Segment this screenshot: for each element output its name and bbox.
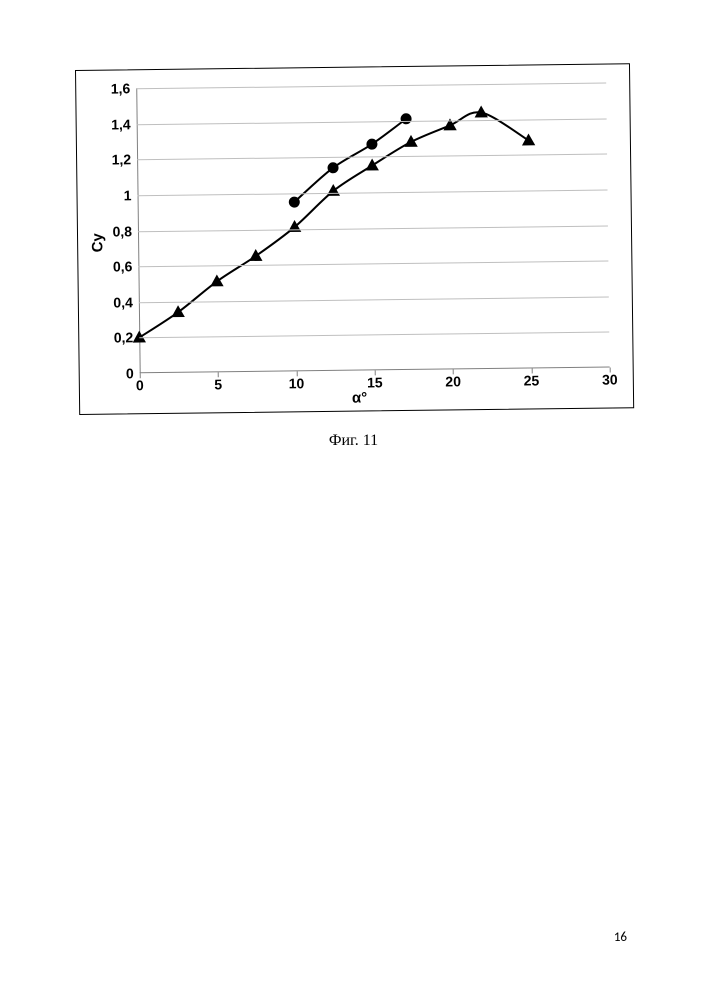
y-axis-label: Cy — [89, 233, 106, 252]
triangle-series-marker — [171, 305, 184, 317]
triangle-series-marker — [249, 249, 262, 261]
ytick-label: 0,4 — [113, 294, 139, 310]
xtick-label: 10 — [289, 371, 305, 391]
page-number: 16 — [614, 930, 627, 945]
ytick-label: 1,6 — [111, 80, 137, 96]
xtick-label: 5 — [214, 372, 222, 392]
xtick-label: 15 — [367, 370, 383, 390]
circle-series-line — [293, 119, 407, 202]
triangle-series-marker — [327, 184, 340, 196]
triangle-series-marker — [404, 135, 417, 147]
ytick-label: 1 — [124, 187, 138, 203]
triangle-series-marker — [210, 274, 223, 286]
triangle-series-line — [137, 112, 531, 338]
chart-frame: 00,20,40,60,811,21,41,6051015202530 Cy α… — [75, 63, 634, 415]
xtick-label: 0 — [136, 373, 144, 393]
ytick-label: 0,6 — [113, 258, 139, 274]
ytick-label: 1,2 — [112, 151, 138, 167]
figure-caption: Фиг. 11 — [329, 432, 378, 450]
triangle-series-marker — [522, 133, 535, 145]
plot-area: 00,20,40,60,811,21,41,6051015202530 — [136, 83, 609, 374]
page: 00,20,40,60,811,21,41,6051015202530 Cy α… — [0, 0, 707, 1000]
triangle-series-marker — [365, 158, 378, 170]
ytick-label: 0,8 — [112, 223, 138, 239]
ytick-label: 0,2 — [114, 330, 140, 346]
ytick-label: 1,4 — [111, 116, 137, 132]
x-axis-label: α° — [352, 389, 367, 406]
xtick-label: 30 — [602, 367, 618, 387]
xtick-label: 20 — [445, 369, 461, 389]
xtick-label: 25 — [524, 368, 540, 388]
